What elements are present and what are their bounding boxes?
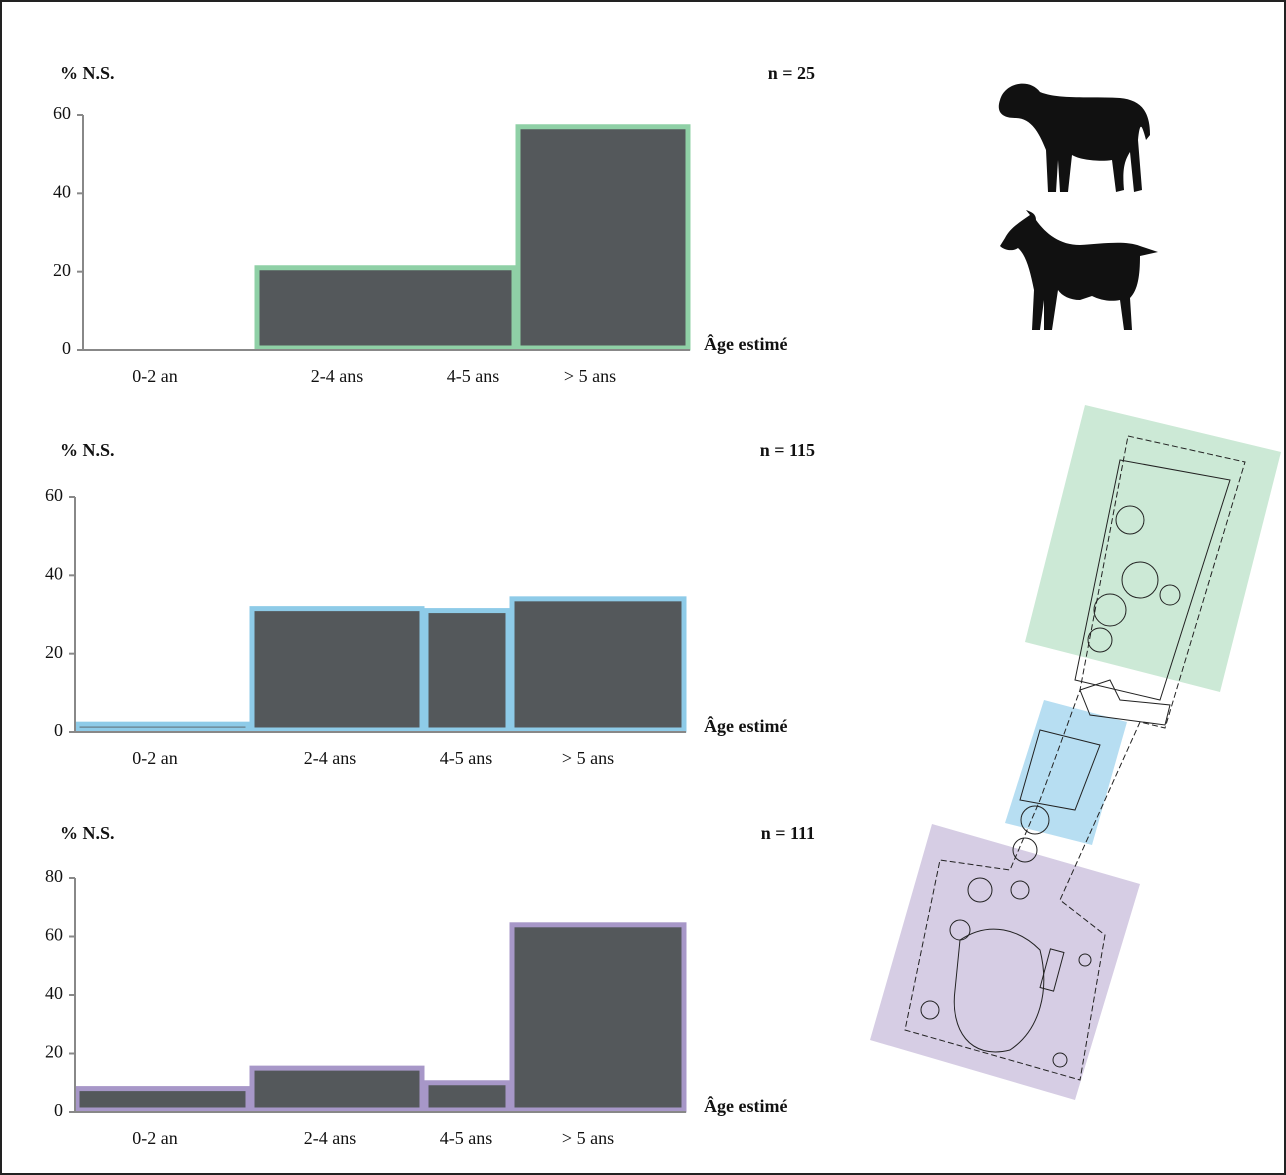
y-axis-title: % N.S. [60,823,115,843]
annotation: n = 25 [768,63,815,83]
zone-3 [870,824,1140,1100]
zone-1 [1025,405,1281,692]
y-tick-label: 0 [54,1100,63,1120]
y-tick-label: 0 [54,720,63,740]
x-tick-label: 4-5 ans [440,748,493,768]
y-axis-title: % N.S. [60,63,115,83]
y-tick-label: 0 [62,338,71,358]
y-axis-title: % N.S. [60,440,115,460]
y-tick-label: 20 [53,260,71,280]
bar [515,124,691,351]
x-tick-label: > 5 ans [562,1128,614,1148]
bar [254,265,517,351]
bar [423,1080,511,1113]
x-tick-label: > 5 ans [562,748,614,768]
bar [249,606,425,733]
x-tick-label: 2-4 ans [304,748,357,768]
bar [74,1086,251,1113]
x-tick-label: 2-4 ans [304,1128,357,1148]
bar [423,608,511,733]
zone-2 [1005,700,1127,845]
y-tick-label: 40 [45,983,63,1003]
y-tick-label: 20 [45,642,63,662]
y-tick-label: 60 [45,485,63,505]
x-tick-label: 4-5 ans [440,1128,493,1148]
x-axis-title: Âge estimé [704,333,787,354]
x-tick-label: 0-2 an [132,748,177,768]
x-tick-label: 0-2 an [132,366,177,386]
bar [249,1065,425,1113]
goat-icon [1000,210,1158,330]
bar [509,596,687,733]
annotation: n = 115 [760,440,815,460]
y-tick-label: 40 [45,563,63,583]
x-tick-label: 4-5 ans [447,366,500,386]
y-tick-label: 80 [45,866,63,886]
sheep-icon [998,83,1150,192]
bar [74,721,251,733]
bar [509,922,687,1113]
annotation: n = 111 [761,823,815,843]
y-tick-label: 40 [53,181,71,201]
x-tick-label: 0-2 an [132,1128,177,1148]
x-tick-label: 2-4 ans [311,366,364,386]
x-tick-label: > 5 ans [564,366,616,386]
x-axis-title: Âge estimé [704,1095,787,1116]
site-plan [904,435,1246,1081]
y-tick-label: 20 [45,1042,63,1062]
x-axis-title: Âge estimé [704,715,787,736]
y-tick-label: 60 [53,103,71,123]
y-tick-label: 60 [45,925,63,945]
